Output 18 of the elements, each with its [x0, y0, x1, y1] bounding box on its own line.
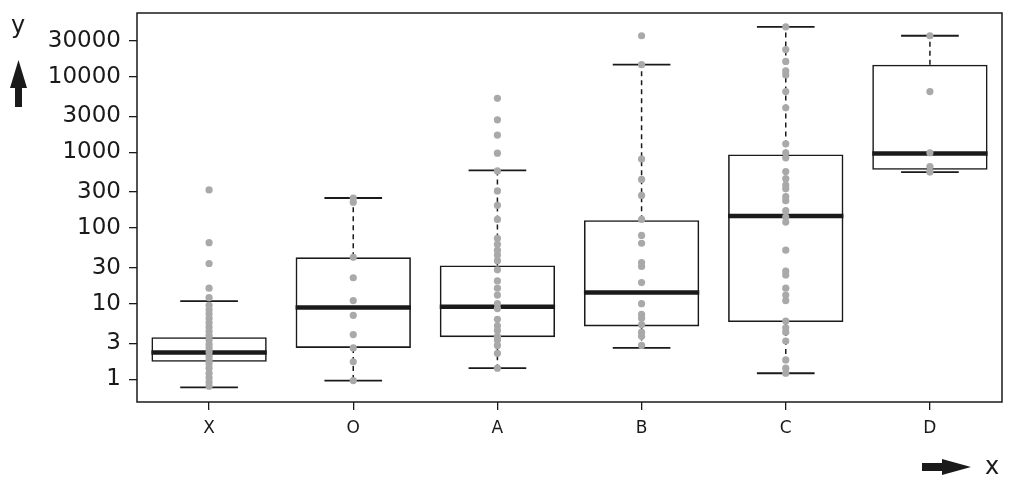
y-tick-label: 3: [106, 328, 121, 355]
y-tick-label: 300: [77, 176, 121, 203]
y-tick-label: 3000: [62, 101, 121, 128]
y-tick-label: 10: [91, 288, 121, 315]
x-tick-label: C: [779, 416, 792, 437]
x-tick-label: B: [635, 416, 648, 437]
y-tick-label: 1: [106, 364, 121, 391]
x-tick-label: A: [491, 416, 504, 437]
y-tick-label: 30000: [47, 25, 121, 52]
y-tick-label: 1000: [62, 137, 121, 164]
x-axis-title: x: [984, 452, 1000, 480]
y-tick-label: 100: [77, 213, 121, 240]
x-tick-label: X: [203, 416, 216, 437]
y-axis-title: y: [10, 11, 26, 39]
y-tick-label: 30: [91, 252, 121, 279]
x-tick-label: D: [923, 416, 937, 437]
y-tick-label: 10000: [47, 61, 121, 88]
x-tick-label: O: [346, 416, 360, 437]
